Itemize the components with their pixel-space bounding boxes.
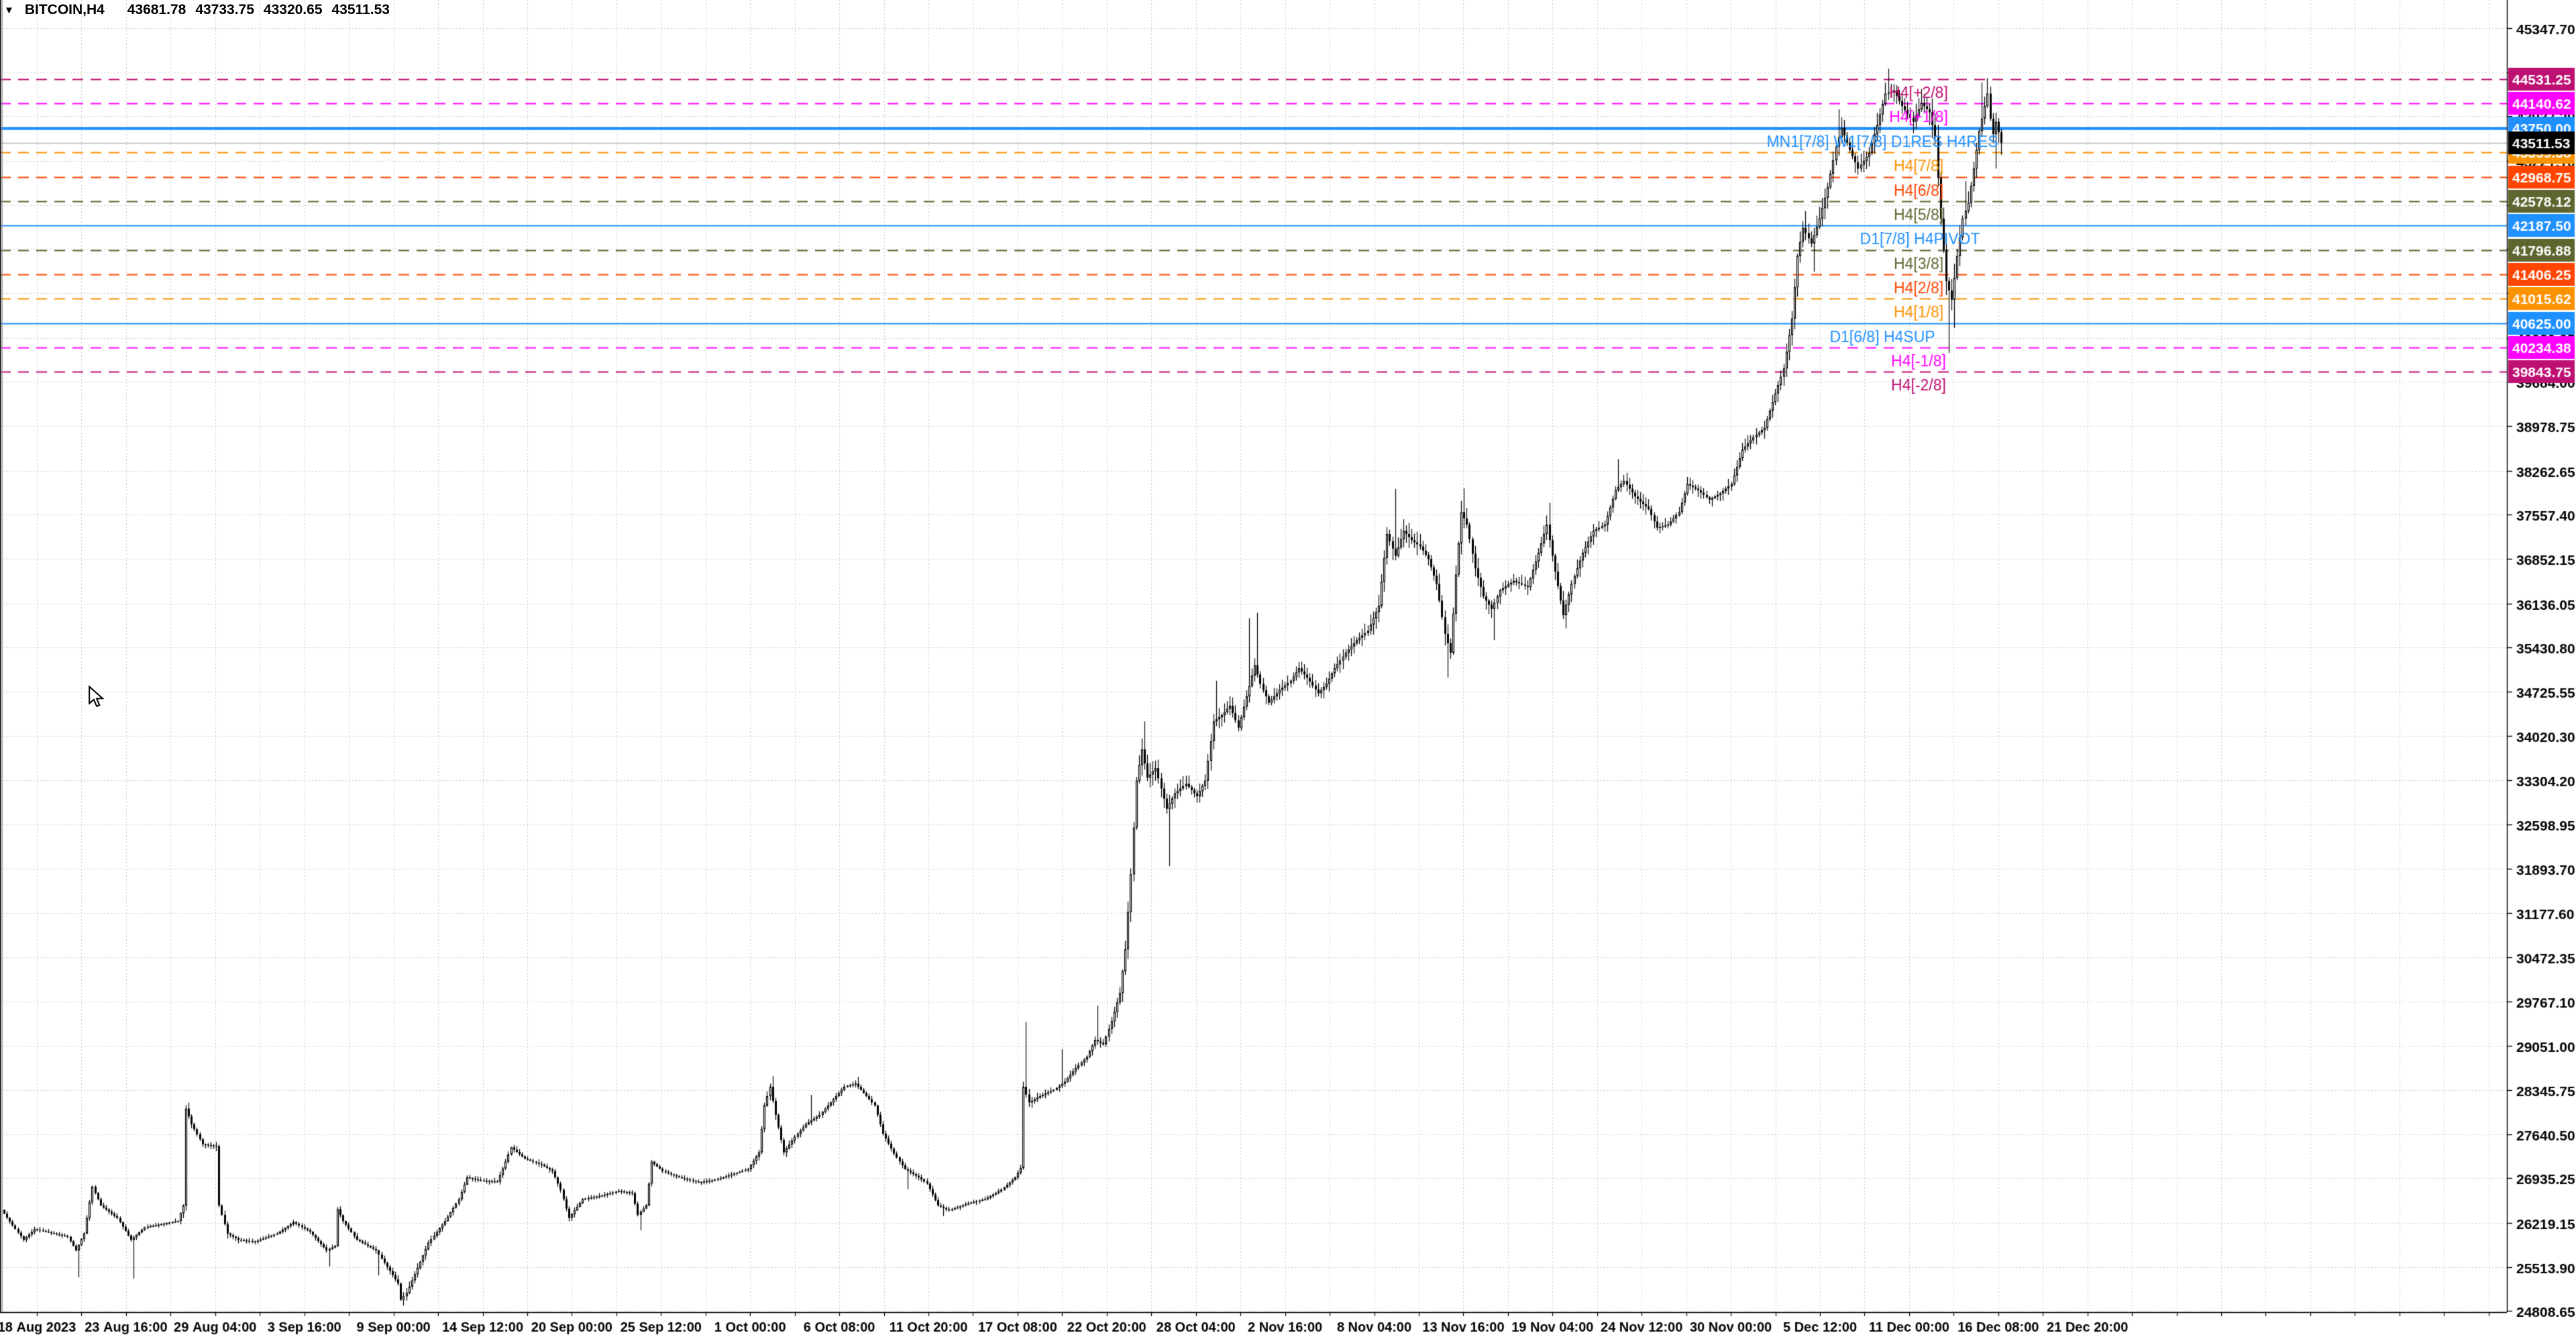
ohlc-low: 43320.65 bbox=[263, 2, 323, 17]
chart-title-bar: ▼ BITCOIN,H4 43681.78 43733.75 43320.65 4351… bbox=[4, 2, 390, 18]
mouse-cursor-icon bbox=[89, 686, 105, 708]
ohlc-high: 43733.75 bbox=[195, 2, 254, 17]
ohlc-close: 43511.53 bbox=[331, 2, 390, 17]
symbol-dropdown-icon[interactable]: ▼ bbox=[4, 4, 14, 16]
ohlc-open: 43681.78 bbox=[127, 2, 186, 17]
symbol-timeframe-label: BITCOIN,H4 bbox=[24, 2, 105, 17]
